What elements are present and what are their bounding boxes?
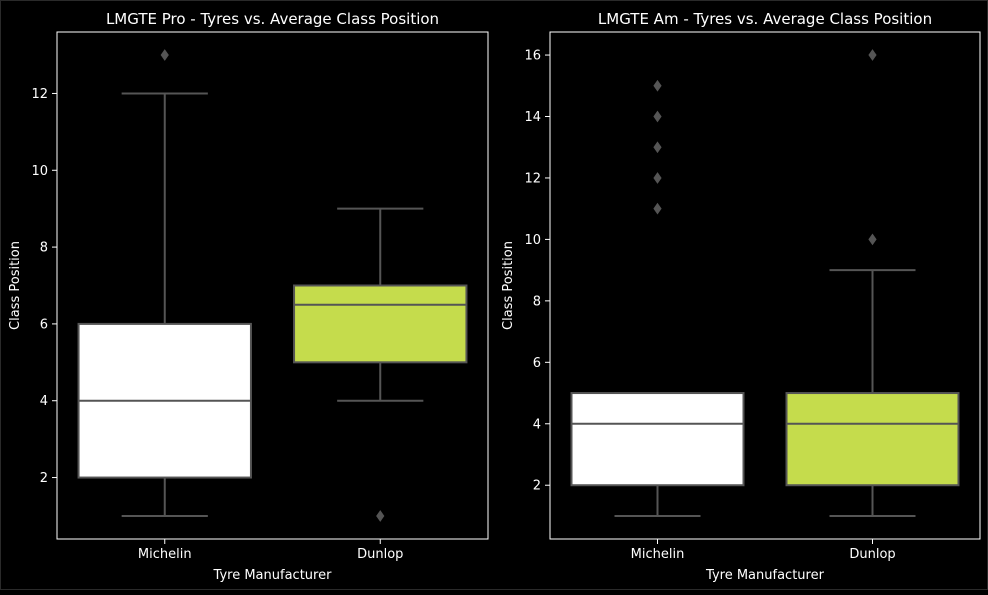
box-dunlop (293, 284, 468, 364)
y-tick-label: 8 (533, 294, 541, 309)
outlier-point (868, 49, 877, 61)
right-chart-panel: LMGTE Am - Tyres vs. Average Class Posit… (501, 10, 981, 583)
outlier-point (653, 202, 662, 215)
plot-frame (56, 31, 489, 540)
box-michelin (570, 392, 745, 487)
x-tick-label: Dunlop (849, 547, 895, 562)
y-tick-label: 6 (40, 317, 48, 332)
y-tick-label: 12 (524, 171, 541, 186)
x-axis-label: Tyre Manufacturer (705, 568, 825, 583)
y-tick-label: 4 (533, 417, 541, 432)
outlier-point (376, 510, 385, 522)
x-tick-label: Dunlop (357, 547, 403, 562)
y-axis-label: Class Position (8, 241, 23, 330)
x-axis-label: Tyre Manufacturer (213, 568, 333, 583)
left-chart-panel: LMGTE Pro - Tyres vs. Average Class Posi… (8, 10, 489, 583)
x-tick-label: Michelin (138, 547, 192, 562)
y-tick-label: 4 (40, 394, 48, 409)
y-tick-label: 6 (533, 356, 541, 371)
y-axis-label: Class Position (501, 241, 516, 330)
outlier-point (653, 172, 662, 184)
chart-title: LMGTE Am - Tyres vs. Average Class Posit… (598, 10, 932, 28)
y-tick-label: 10 (31, 164, 48, 179)
outlier-point (160, 49, 169, 61)
outlier-point (653, 79, 662, 92)
y-tick-label: 14 (524, 110, 541, 125)
outlier-point (868, 233, 877, 246)
y-tick-label: 12 (31, 87, 48, 102)
outlier-point (653, 141, 662, 154)
x-tick-label: Michelin (631, 547, 685, 562)
outlier-point (653, 110, 662, 123)
y-tick-label: 8 (40, 241, 48, 256)
box-dunlop (785, 392, 960, 487)
plot-frame (549, 31, 981, 540)
y-tick-label: 2 (533, 479, 541, 494)
y-tick-label: 10 (524, 233, 541, 248)
y-tick-label: 2 (40, 471, 48, 486)
chart-title: LMGTE Pro - Tyres vs. Average Class Posi… (106, 10, 439, 28)
y-tick-label: 16 (524, 49, 541, 64)
